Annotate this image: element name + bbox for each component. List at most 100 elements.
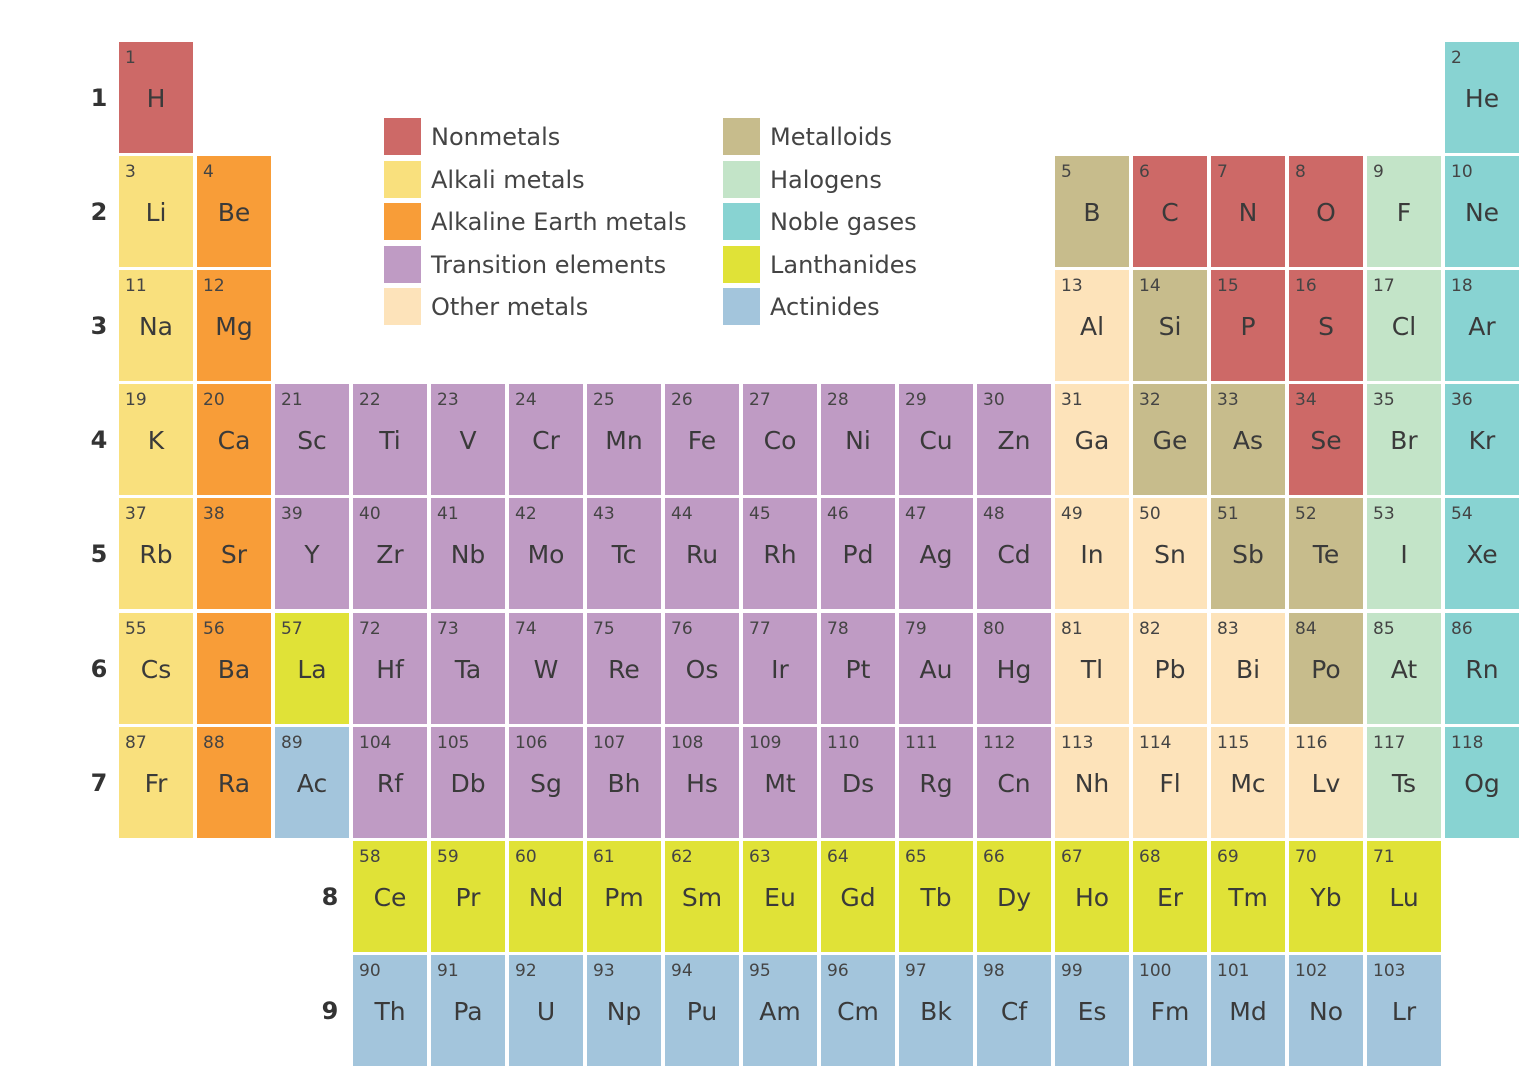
- element-cell-al: 13 Al: [1055, 270, 1129, 381]
- element-cell-bh: 107 Bh: [587, 727, 661, 838]
- atomic-number: 63: [749, 847, 771, 867]
- element-cell-ag: 47 Ag: [899, 498, 973, 609]
- atomic-number: 105: [437, 733, 470, 753]
- element-symbol: Es: [1077, 997, 1107, 1026]
- element-cell-yb: 70 Yb: [1289, 841, 1363, 952]
- atomic-number: 7: [1217, 162, 1228, 182]
- atomic-number: 4: [203, 162, 214, 182]
- element-symbol: O: [1316, 198, 1336, 227]
- element-cell-pa: 91 Pa: [431, 955, 505, 1066]
- element-cell-at: 85 At: [1367, 613, 1441, 724]
- element-symbol: Lr: [1391, 997, 1417, 1026]
- atomic-number: 73: [437, 619, 459, 639]
- element-symbol: Ne: [1464, 198, 1500, 227]
- atomic-number: 80: [983, 619, 1005, 639]
- element-cell-u: 92 U: [509, 955, 583, 1066]
- element-symbol: Ni: [845, 426, 871, 455]
- legend-label: Halogens: [770, 165, 882, 194]
- atomic-number: 93: [593, 961, 615, 981]
- atomic-number: 30: [983, 390, 1005, 410]
- legend-label: Lanthanides: [770, 250, 917, 279]
- element-cell-la: 57 La: [275, 613, 349, 724]
- element-symbol: Yb: [1310, 883, 1342, 912]
- element-cell-s: 16 S: [1289, 270, 1363, 381]
- element-symbol: Rn: [1465, 655, 1499, 684]
- element-cell-p: 15 P: [1211, 270, 1285, 381]
- element-symbol: No: [1309, 997, 1343, 1026]
- atomic-number: 9: [1373, 162, 1384, 182]
- atomic-number: 10: [1451, 162, 1473, 182]
- atomic-number: 61: [593, 847, 615, 867]
- element-symbol: I: [1400, 540, 1408, 569]
- atomic-number: 19: [125, 390, 147, 410]
- element-cell-fl: 114 Fl: [1133, 727, 1207, 838]
- element-cell-tl: 81 Tl: [1055, 613, 1129, 724]
- element-symbol: U: [536, 997, 556, 1026]
- element-symbol: Sb: [1232, 540, 1264, 569]
- atomic-number: 8: [1295, 162, 1306, 182]
- element-cell-au: 79 Au: [899, 613, 973, 724]
- atomic-number: 100: [1139, 961, 1172, 981]
- atomic-number: 101: [1217, 961, 1250, 981]
- atomic-number: 89: [281, 733, 303, 753]
- element-symbol: Ti: [379, 426, 401, 455]
- element-symbol: Ge: [1152, 426, 1188, 455]
- element-cell-cm: 96 Cm: [821, 955, 895, 1066]
- element-symbol: Sr: [220, 540, 248, 569]
- element-cell-hg: 80 Hg: [977, 613, 1051, 724]
- element-symbol: Ac: [296, 769, 328, 798]
- element-cell-no: 102 No: [1289, 955, 1363, 1066]
- element-symbol: Cf: [1000, 997, 1028, 1026]
- element-symbol: Be: [217, 198, 251, 227]
- atomic-number: 71: [1373, 847, 1395, 867]
- element-cell-sr: 38 Sr: [197, 498, 271, 609]
- element-symbol: Nh: [1074, 769, 1110, 798]
- atomic-number: 27: [749, 390, 771, 410]
- atomic-number: 102: [1295, 961, 1328, 981]
- atomic-number: 39: [281, 504, 303, 524]
- atomic-number: 68: [1139, 847, 1161, 867]
- element-symbol: Mn: [605, 426, 643, 455]
- element-cell-bk: 97 Bk: [899, 955, 973, 1066]
- element-cell-zn: 30 Zn: [977, 384, 1051, 495]
- atomic-number: 103: [1373, 961, 1406, 981]
- atomic-number: 77: [749, 619, 771, 639]
- atomic-number: 28: [827, 390, 849, 410]
- atomic-number: 49: [1061, 504, 1083, 524]
- atomic-number: 1: [125, 48, 136, 68]
- element-cell-sc: 21 Sc: [275, 384, 349, 495]
- element-symbol: Fr: [144, 769, 168, 798]
- atomic-number: 75: [593, 619, 615, 639]
- element-cell-nh: 113 Nh: [1055, 727, 1129, 838]
- atomic-number: 69: [1217, 847, 1239, 867]
- atomic-number: 18: [1451, 276, 1473, 296]
- element-cell-lu: 71 Lu: [1367, 841, 1441, 952]
- element-cell-na: 11 Na: [119, 270, 193, 381]
- element-symbol: Nb: [450, 540, 486, 569]
- element-symbol: Pm: [604, 883, 644, 912]
- element-symbol: Mt: [764, 769, 796, 798]
- atomic-number: 56: [203, 619, 225, 639]
- atomic-number: 31: [1061, 390, 1083, 410]
- atomic-number: 116: [1295, 733, 1328, 753]
- atomic-number: 70: [1295, 847, 1317, 867]
- element-cell-cn: 112 Cn: [977, 727, 1051, 838]
- element-cell-zr: 40 Zr: [353, 498, 427, 609]
- atomic-number: 79: [905, 619, 927, 639]
- element-symbol: Np: [606, 997, 642, 1026]
- element-cell-np: 93 Np: [587, 955, 661, 1066]
- atomic-number: 46: [827, 504, 849, 524]
- legend-label: Alkali metals: [431, 165, 585, 194]
- atomic-number: 85: [1373, 619, 1395, 639]
- element-symbol: Zn: [997, 426, 1031, 455]
- element-cell-sb: 51 Sb: [1211, 498, 1285, 609]
- element-symbol: S: [1318, 312, 1334, 341]
- element-cell-y: 39 Y: [275, 498, 349, 609]
- element-symbol: Cm: [837, 997, 879, 1026]
- atomic-number: 24: [515, 390, 537, 410]
- element-symbol: Mg: [215, 312, 253, 341]
- element-symbol: Co: [763, 426, 797, 455]
- element-symbol: Cn: [997, 769, 1031, 798]
- element-symbol: Cr: [532, 426, 560, 455]
